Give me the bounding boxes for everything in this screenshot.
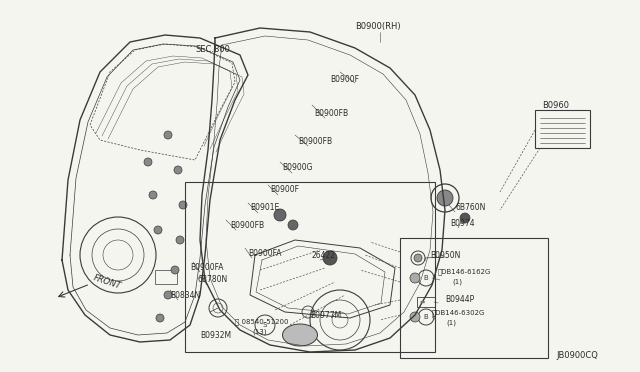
Text: 6B760N: 6B760N bbox=[455, 203, 485, 212]
Circle shape bbox=[460, 213, 470, 223]
Ellipse shape bbox=[282, 324, 317, 346]
Circle shape bbox=[323, 251, 337, 265]
Text: B0834N: B0834N bbox=[170, 291, 200, 299]
Circle shape bbox=[179, 201, 187, 209]
Bar bbox=[155, 270, 177, 284]
Text: (1): (1) bbox=[452, 279, 462, 285]
Text: B: B bbox=[424, 275, 428, 281]
Text: B0974: B0974 bbox=[450, 218, 475, 228]
Circle shape bbox=[164, 291, 172, 299]
Text: B0960: B0960 bbox=[542, 100, 569, 109]
Circle shape bbox=[410, 273, 420, 283]
Text: ⒷDB146-6302G: ⒷDB146-6302G bbox=[432, 310, 485, 316]
Text: B0901E: B0901E bbox=[250, 203, 279, 212]
Text: B0900FA: B0900FA bbox=[248, 248, 282, 257]
Circle shape bbox=[410, 312, 420, 322]
Circle shape bbox=[164, 131, 172, 139]
Text: ⒷDB146-6162G: ⒷDB146-6162G bbox=[438, 269, 492, 275]
Text: B0900F: B0900F bbox=[270, 186, 299, 195]
Circle shape bbox=[171, 266, 179, 274]
Circle shape bbox=[156, 314, 164, 322]
Text: 6B780N: 6B780N bbox=[198, 276, 228, 285]
Circle shape bbox=[437, 190, 453, 206]
Circle shape bbox=[274, 209, 286, 221]
Text: B0900FB: B0900FB bbox=[298, 138, 332, 147]
Circle shape bbox=[144, 158, 152, 166]
Circle shape bbox=[176, 236, 184, 244]
Text: B: B bbox=[424, 314, 428, 320]
Text: B0900FB: B0900FB bbox=[230, 221, 264, 230]
Bar bbox=[535, 110, 590, 148]
Text: JB0900CQ: JB0900CQ bbox=[556, 350, 598, 359]
Text: B0900(RH): B0900(RH) bbox=[355, 22, 401, 31]
Bar bbox=[400, 238, 548, 358]
Text: SEC.800: SEC.800 bbox=[195, 45, 230, 55]
Bar bbox=[417, 297, 435, 307]
Text: B0900G: B0900G bbox=[282, 164, 312, 173]
Text: 26422: 26422 bbox=[312, 250, 336, 260]
Text: (1): (1) bbox=[446, 320, 456, 326]
Circle shape bbox=[414, 254, 422, 262]
Text: B0900FB: B0900FB bbox=[314, 109, 348, 119]
Text: B0900F: B0900F bbox=[330, 76, 359, 84]
Text: B0944P: B0944P bbox=[445, 295, 474, 305]
Text: B0950N: B0950N bbox=[430, 250, 460, 260]
Circle shape bbox=[174, 166, 182, 174]
Text: B0932M: B0932M bbox=[200, 330, 231, 340]
Circle shape bbox=[288, 220, 298, 230]
Circle shape bbox=[154, 226, 162, 234]
Text: ▬: ▬ bbox=[419, 299, 424, 305]
Text: B0900FA: B0900FA bbox=[190, 263, 223, 273]
Circle shape bbox=[149, 191, 157, 199]
Text: Ⓢ 08540-51200: Ⓢ 08540-51200 bbox=[235, 319, 289, 325]
Text: (13): (13) bbox=[252, 329, 266, 335]
Bar bbox=[185, 182, 435, 352]
Text: FRONT: FRONT bbox=[92, 273, 122, 291]
Text: B0977M: B0977M bbox=[310, 311, 341, 320]
Text: S: S bbox=[263, 322, 267, 328]
